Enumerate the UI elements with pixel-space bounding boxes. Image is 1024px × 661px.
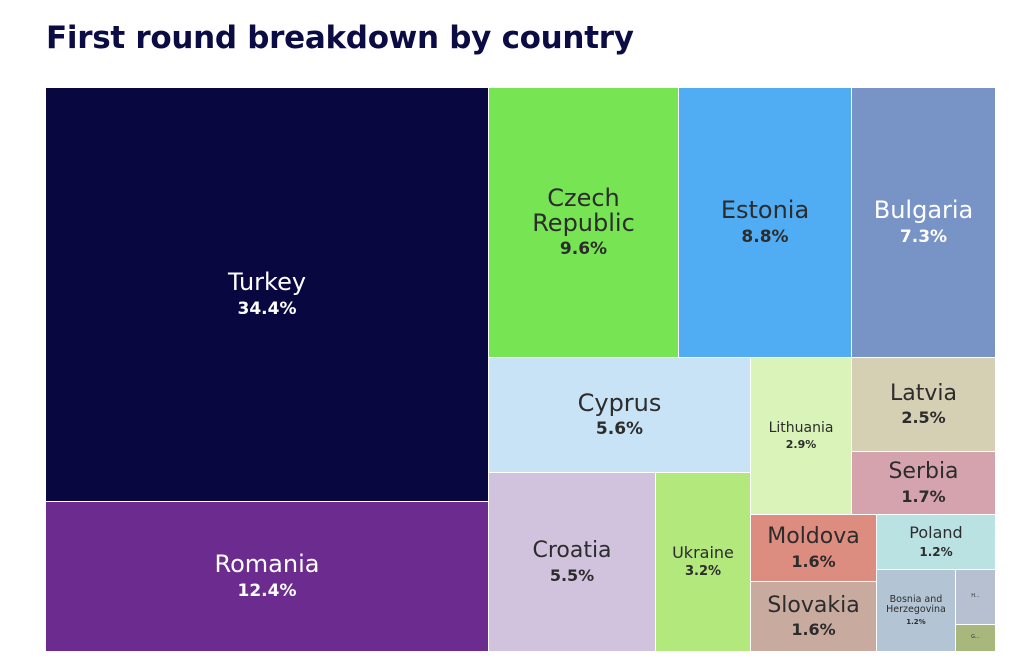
treemap-cell-h: H... [956,570,996,625]
treemap-cell-romania: Romania 12.4% [46,502,489,652]
cell-value: 1.6% [791,620,836,640]
cell-label: Poland [909,523,963,543]
cell-value: 5.6% [595,419,644,440]
treemap-cell-bulgaria: Bulgaria 7.3% [852,88,996,358]
treemap-cell-bosnia-and-herzegovina: Bosnia and Herzegovina 1.2% [877,570,956,652]
treemap-cell-lithuania: Lithuania 2.9% [751,358,852,515]
cell-label: H... [971,593,980,600]
treemap-cell-czech-republic: Czech Republic 9.6% [489,88,679,358]
treemap-cell-slovakia: Slovakia 1.6% [751,582,877,652]
cell-label: Ukraine [672,542,734,562]
treemap-cell-turkey: Turkey 34.4% [46,88,489,502]
cell-value: 8.8% [741,226,789,247]
cell-label: Estonia [720,196,810,225]
cell-label: Bosnia and Herzegovina [886,594,946,615]
treemap-cell-estonia: Estonia 8.8% [679,88,852,358]
treemap-cell-poland: Poland 1.2% [877,515,996,570]
cell-value: 3.2% [684,564,722,580]
cell-label: Croatia [532,538,612,564]
cell-value: 1.6% [791,551,836,571]
cell-value: 2.5% [901,408,946,428]
cell-value: 1.2% [919,544,953,559]
treemap-cell-latvia: Latvia 2.5% [852,358,996,452]
cell-value: 1.2% [906,617,926,626]
cell-label: Turkey [227,268,307,297]
treemap-cell-cyprus: Cyprus 5.6% [489,358,751,473]
treemap-cell-ukraine: Ukraine 3.2% [656,473,751,652]
cell-label: Lithuania [768,419,834,436]
cell-value: 9.6% [559,239,608,260]
treemap-cell-g: G... [956,625,996,652]
cell-label: Serbia [888,459,959,485]
treemap-cell-croatia: Croatia 5.5% [489,473,656,652]
cell-value: 2.9% [785,438,817,452]
cell-label: Latvia [890,380,957,406]
cell-label: G... [971,634,980,641]
cell-label: Cyprus [577,388,662,417]
cell-value: 5.5% [549,565,595,585]
cell-value: 1.7% [901,486,946,506]
cell-value: 7.3% [899,226,948,247]
cell-value: 12.4% [237,580,297,601]
cell-label: Slovakia [767,592,860,618]
treemap-cell-moldova: Moldova 1.6% [751,515,877,582]
cell-value: 34.4% [237,298,297,319]
cell-label: Romania [214,550,320,579]
chart-title: First round breakdown by country [46,20,634,56]
treemap-cell-serbia: Serbia 1.7% [852,452,996,515]
cell-label: Moldova [767,524,860,550]
cell-label: Bulgaria [873,196,974,225]
cell-label: Czech Republic [532,183,635,237]
